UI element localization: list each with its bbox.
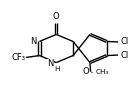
Text: CF₃: CF₃ xyxy=(11,53,25,62)
Text: H: H xyxy=(54,66,60,72)
Text: O: O xyxy=(83,68,89,76)
Text: N: N xyxy=(47,59,54,68)
Text: Cl: Cl xyxy=(121,37,129,46)
Text: Cl: Cl xyxy=(121,51,129,60)
Text: O: O xyxy=(53,12,60,21)
Text: N: N xyxy=(30,37,36,46)
Text: CH₃: CH₃ xyxy=(96,69,109,75)
